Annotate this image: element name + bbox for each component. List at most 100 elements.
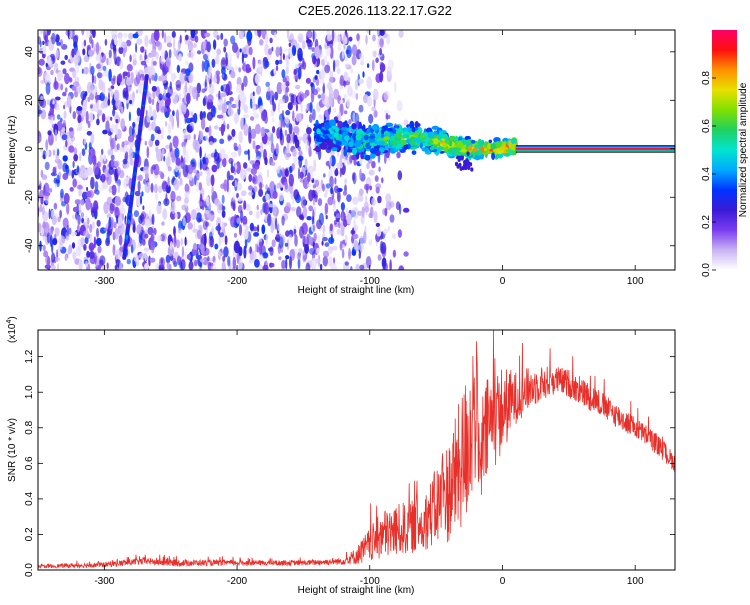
- noise-speckle: [297, 33, 304, 43]
- noise-speckle: [348, 36, 353, 42]
- signal-band-blob: [462, 140, 470, 145]
- noise-speckle: [132, 53, 137, 61]
- noise-speckle: [392, 249, 397, 258]
- noise-speckle: [345, 212, 352, 225]
- x-tick-label: 0: [500, 576, 506, 587]
- spectrogram-frame: [37, 29, 676, 271]
- noise-speckle: [308, 137, 311, 143]
- noise-speckle: [284, 129, 288, 136]
- noise-speckle: [116, 166, 121, 175]
- noise-speckle: [326, 34, 332, 42]
- noise-speckle: [142, 205, 145, 210]
- noise-speckle: [235, 164, 238, 170]
- signal-band-blob: [409, 120, 415, 129]
- colorbar-tick-label: 0.6: [701, 119, 712, 133]
- noise-speckle: [77, 184, 83, 190]
- noise-speckle: [158, 75, 162, 82]
- noise-speckle: [107, 230, 112, 236]
- snr-y-multiplier: (x104): [6, 316, 18, 343]
- noise-speckle: [43, 250, 49, 258]
- noise-speckle: [216, 156, 220, 170]
- noise-speckle: [250, 96, 253, 109]
- noise-speckle: [397, 229, 402, 238]
- noise-speckle: [150, 182, 154, 193]
- noise-speckle: [95, 91, 98, 104]
- noise-speckle: [312, 108, 316, 121]
- signal-band-blob: [414, 121, 419, 128]
- noise-speckle: [173, 235, 177, 248]
- noise-speckle: [352, 112, 356, 123]
- signal-band-blob: [351, 123, 357, 130]
- noise-speckle: [341, 211, 344, 219]
- noise-speckle: [73, 41, 78, 48]
- noise-speckle: [252, 91, 255, 97]
- noise-speckle: [350, 67, 353, 75]
- noise-speckle: [196, 50, 202, 55]
- noise-speckle: [119, 261, 123, 270]
- noise-speckle: [254, 73, 261, 85]
- noise-speckle: [109, 202, 115, 215]
- noise-speckle: [293, 134, 298, 143]
- noise-speckle: [126, 63, 133, 72]
- noise-speckle: [61, 201, 67, 207]
- noise-speckle: [350, 229, 356, 235]
- noise-speckle: [334, 177, 337, 185]
- noise-speckle: [332, 245, 338, 251]
- noise-speckle: [368, 212, 373, 219]
- noise-speckle: [260, 209, 263, 216]
- noise-speckle: [137, 180, 141, 193]
- noise-speckle: [280, 177, 285, 184]
- noise-speckle: [239, 48, 242, 53]
- noise-speckle: [250, 128, 257, 139]
- noise-speckle: [278, 165, 282, 170]
- signal-band-blob: [318, 124, 322, 130]
- noise-speckle: [97, 109, 103, 116]
- noise-speckle: [59, 239, 63, 251]
- noise-speckle: [366, 76, 373, 90]
- figure-title: C2E5.2026.113.22.17.G22: [298, 3, 452, 18]
- noise-speckle: [257, 224, 260, 233]
- noise-speckle: [239, 168, 246, 180]
- snr-multiplier-close: ): [7, 316, 18, 319]
- colorbar-tick-label: 0.2: [701, 215, 712, 229]
- noise-speckle: [205, 134, 209, 141]
- signal-band-blob: [333, 132, 339, 138]
- noise-speckle: [351, 249, 357, 256]
- noise-speckle: [241, 82, 245, 92]
- noise-speckle: [107, 148, 114, 156]
- signal-band-blob: [442, 142, 448, 148]
- noise-speckle: [347, 76, 351, 83]
- noise-speckle: [327, 196, 334, 206]
- signal-band-blob: [470, 167, 474, 172]
- noise-speckle: [248, 191, 254, 196]
- noise-speckle: [150, 233, 155, 242]
- meteor-trail-blob: [139, 122, 143, 128]
- noise-speckle: [151, 98, 155, 106]
- noise-speckle: [107, 131, 112, 137]
- signal-band-blob: [364, 154, 371, 161]
- snr-multiplier-base: (x10: [7, 323, 18, 343]
- noise-speckle: [77, 114, 82, 124]
- noise-speckle: [296, 253, 302, 260]
- noise-speckle: [88, 49, 92, 56]
- noise-speckle: [304, 103, 308, 112]
- noise-speckle: [148, 38, 155, 45]
- noise-speckle: [227, 134, 231, 142]
- noise-speckle: [80, 199, 85, 206]
- x-tick-label: -100: [360, 276, 380, 287]
- noise-speckle: [157, 41, 163, 51]
- noise-speckle: [228, 103, 232, 116]
- noise-speckle: [171, 30, 176, 39]
- noise-speckle: [210, 105, 216, 118]
- meteor-trail-blob: [144, 75, 149, 81]
- colorbar: 0.0 0.2 0.4 0.6 0.8 Normalized spectral ampl…: [701, 30, 749, 277]
- noise-speckle: [200, 243, 205, 255]
- noise-speckle: [270, 263, 275, 268]
- noise-speckle: [369, 185, 372, 191]
- noise-speckle: [112, 75, 117, 82]
- noise-speckle: [81, 30, 85, 36]
- noise-speckle: [40, 98, 47, 109]
- spectrogram-x-axis: -300 -200 -100 0 100: [94, 30, 644, 287]
- noise-speckle: [276, 81, 283, 95]
